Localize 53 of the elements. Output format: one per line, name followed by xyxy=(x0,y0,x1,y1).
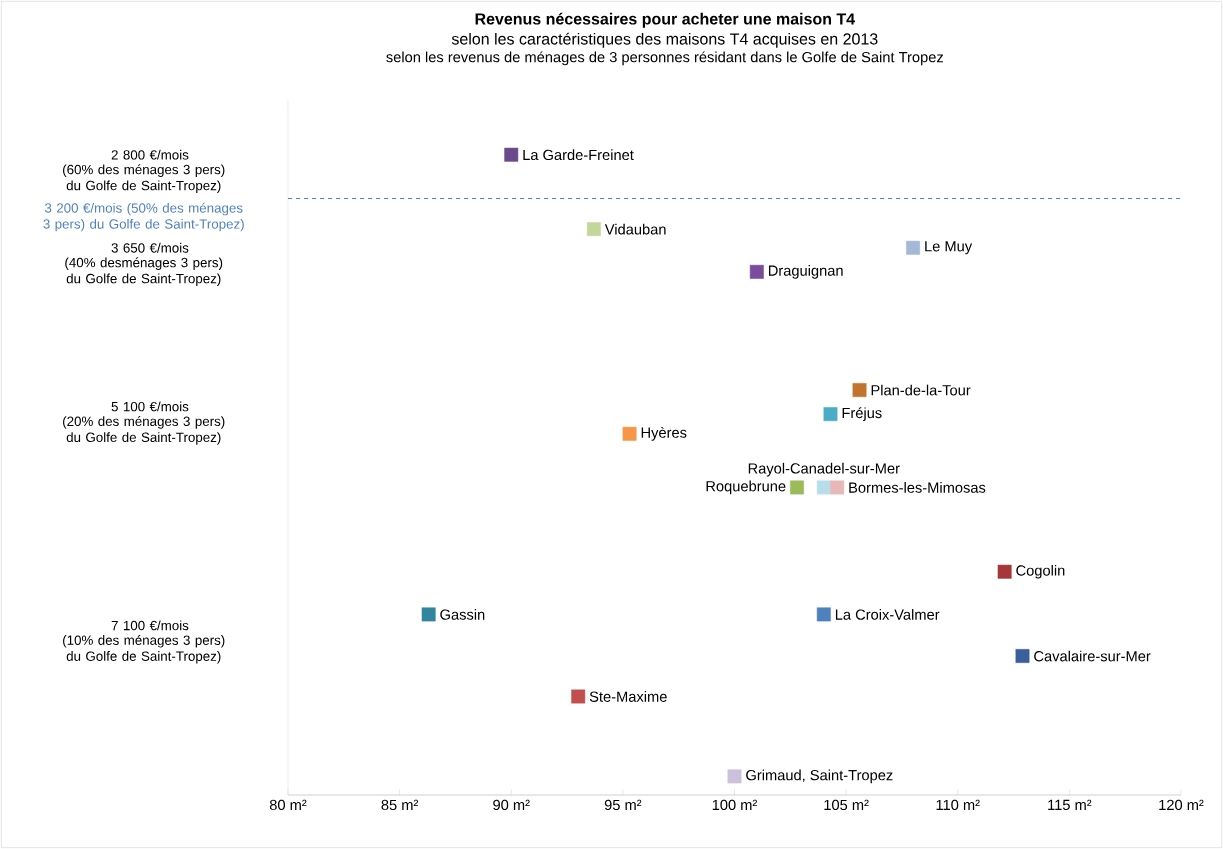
point xyxy=(1015,649,1030,663)
x-tick-label: 120 m² xyxy=(1159,799,1204,811)
series-label: Ste-Maxime xyxy=(589,691,667,702)
x-tick-label: 95 m² xyxy=(604,799,642,811)
x-tick-label: 115 m² xyxy=(1048,799,1092,811)
point xyxy=(727,769,742,784)
x-tick-label: 110 m² xyxy=(936,799,980,811)
text: (20% des ménages 3 pers) du Golfe de Saint-Tropez) xyxy=(63,416,225,445)
series-label: Roquebrune xyxy=(706,480,786,495)
x-tick-label: 90 m² xyxy=(493,799,530,811)
series-label: Le Muy xyxy=(925,241,973,255)
series-label: Vidauban xyxy=(604,223,666,235)
text: (40% desménages 3 pers) du Golfe de Saint-Tropez) xyxy=(65,257,223,286)
y-tick-label: 7 100 €/mois xyxy=(111,620,189,631)
point xyxy=(830,480,845,495)
series-label: Bormes-les-Mimosas xyxy=(849,482,986,493)
point xyxy=(997,564,1012,579)
y-tick-label: 3 650 €/mois xyxy=(111,242,189,253)
point xyxy=(790,480,804,495)
point xyxy=(622,426,637,441)
text: (10% des ménages 3 pers) du Golfe de Saint-Tropez) xyxy=(63,634,225,664)
point xyxy=(504,147,519,162)
chart-title: Revenus nécessaires pour acheter une maison T4 xyxy=(475,12,856,28)
y-tick-label: 5 100 €/mois xyxy=(111,401,189,412)
point xyxy=(823,407,838,422)
series-label: Hyères xyxy=(641,426,687,441)
x-tick-label: 100 m² xyxy=(712,799,758,811)
point xyxy=(586,222,601,237)
ref-line-label: 3 200 €/mois (50% des ménages 3 pers) du Golfe de Saint-Tropez) xyxy=(43,202,244,232)
point xyxy=(816,607,831,622)
series-label: Cogolin xyxy=(1016,564,1065,579)
series-label: Fréjus xyxy=(842,407,882,422)
series-label: La Croix-Valmer xyxy=(835,609,940,620)
point xyxy=(906,240,921,255)
x-tick-label: 105 m² xyxy=(824,799,869,811)
series-label: Plan-de-la-Tour xyxy=(871,384,971,396)
y-tick-label: 2 800 €/mois xyxy=(111,149,189,160)
series-label: Rayol-Canadel-sur-Mer xyxy=(748,462,900,477)
series-label: Grimaud, Saint-Tropez xyxy=(746,769,893,784)
series-label: Cavalaire-sur-Mer xyxy=(1034,650,1151,662)
x-tick-label: 85 m² xyxy=(381,799,419,811)
point xyxy=(852,383,867,397)
point xyxy=(749,264,764,279)
point xyxy=(571,689,586,704)
series-label: Draguignan xyxy=(768,265,843,279)
chart-subtitle: selon les caractéristiques des maisons T4 acquises en 2013 xyxy=(451,32,878,48)
series-label: Gassin xyxy=(440,609,485,620)
point xyxy=(816,480,831,495)
x-tick-label: 80 m² xyxy=(269,799,307,811)
text: selon les revenus de ménages de 3 personnes résidant dans le Golfe de Saint Tropez xyxy=(386,51,943,66)
series-label: La Garde-Freinet xyxy=(523,149,634,161)
text: (60% des ménages 3 pers) du Golfe de Saint-Tropez) xyxy=(63,164,225,193)
point xyxy=(421,607,436,622)
